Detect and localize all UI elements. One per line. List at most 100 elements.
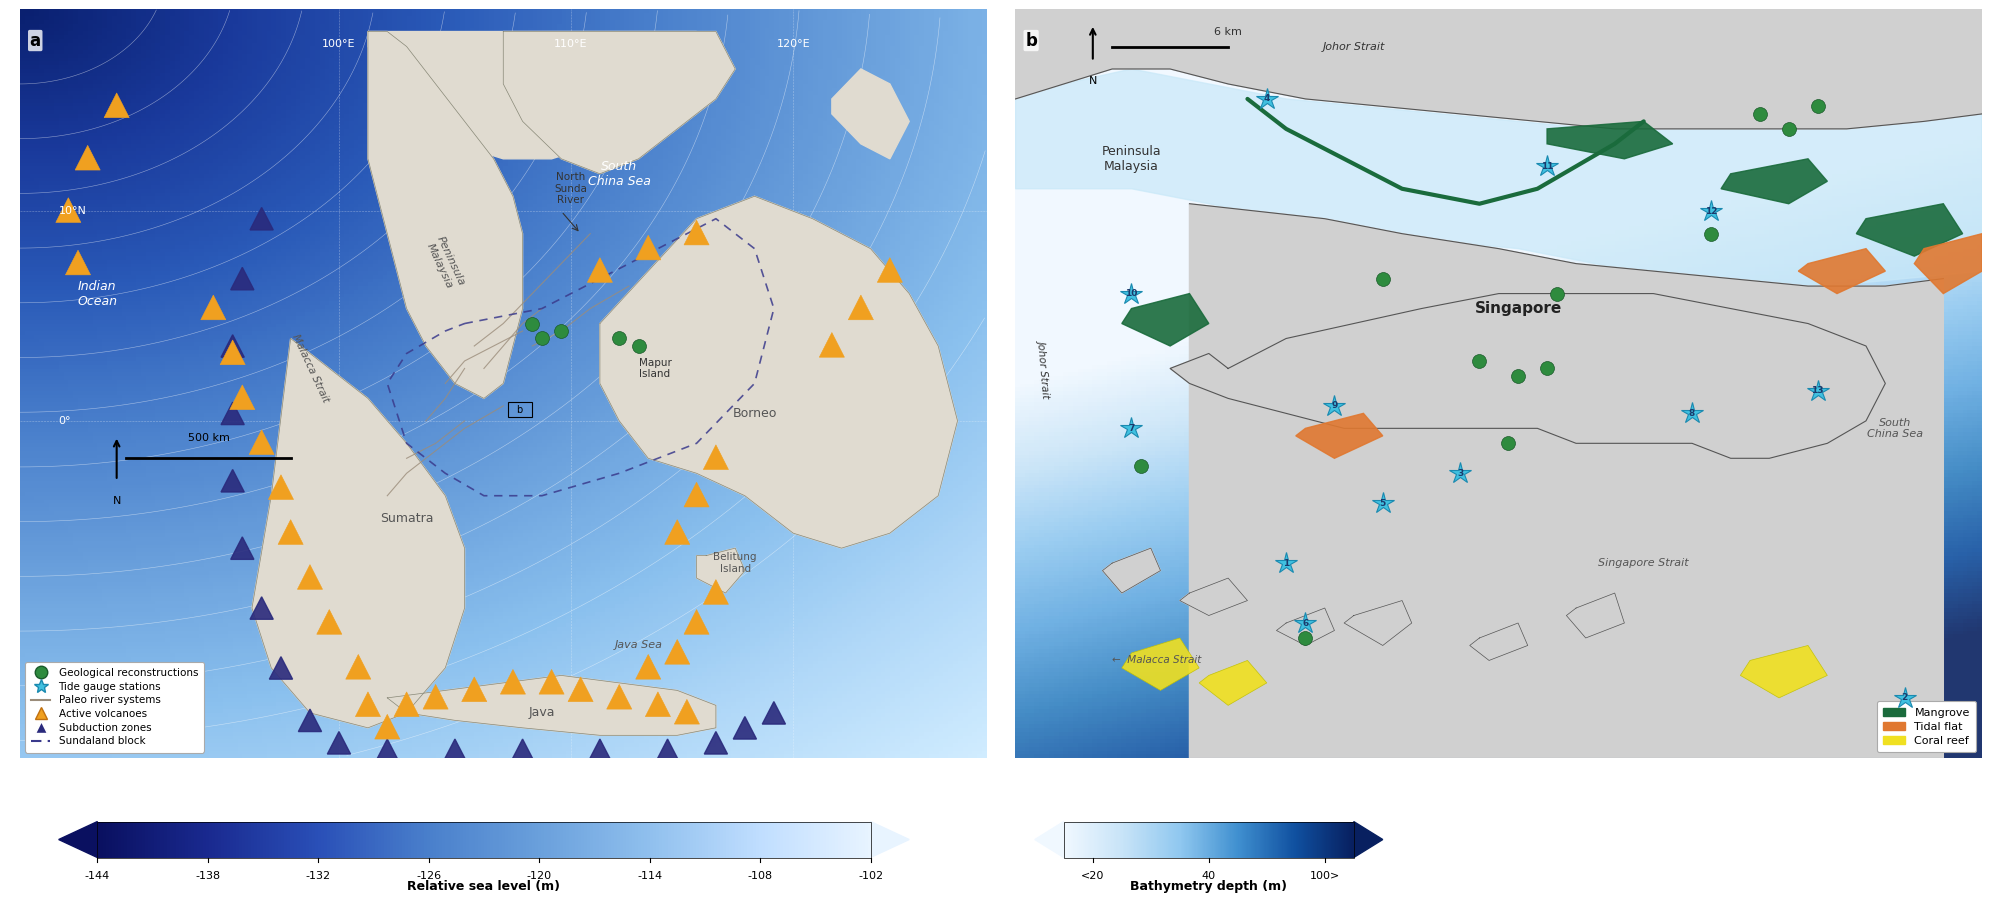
Polygon shape <box>539 669 565 694</box>
Text: a: a <box>30 32 40 50</box>
Text: -126: -126 <box>416 871 440 881</box>
Polygon shape <box>1189 204 1944 757</box>
Text: Relative sea level (m): Relative sea level (m) <box>408 881 561 893</box>
Polygon shape <box>1121 294 1209 346</box>
Polygon shape <box>346 655 370 679</box>
Polygon shape <box>705 732 727 754</box>
Polygon shape <box>645 692 671 717</box>
Bar <box>98 822 871 857</box>
Text: <20: <20 <box>1081 871 1105 881</box>
Polygon shape <box>703 444 729 470</box>
Polygon shape <box>368 32 697 159</box>
Text: 40: 40 <box>1201 871 1215 881</box>
Polygon shape <box>376 739 398 762</box>
Text: -138: -138 <box>196 871 220 881</box>
Text: Bathymetry depth (m): Bathymetry depth (m) <box>1131 881 1287 893</box>
Text: South
China Sea: South China Sea <box>1868 417 1924 439</box>
Polygon shape <box>1169 294 1886 458</box>
Polygon shape <box>386 676 717 736</box>
Polygon shape <box>763 702 785 724</box>
Text: Singapore: Singapore <box>1473 301 1562 316</box>
Polygon shape <box>601 196 957 548</box>
Polygon shape <box>685 483 709 507</box>
Polygon shape <box>394 692 418 717</box>
Polygon shape <box>298 709 322 732</box>
Polygon shape <box>637 655 661 679</box>
Text: -120: -120 <box>527 871 553 881</box>
Polygon shape <box>220 340 244 365</box>
Polygon shape <box>368 32 523 398</box>
Polygon shape <box>250 597 272 619</box>
Text: 7: 7 <box>1129 424 1135 433</box>
Text: -144: -144 <box>84 871 110 881</box>
Polygon shape <box>1353 822 1383 857</box>
Polygon shape <box>1914 234 1982 294</box>
Text: b: b <box>517 405 523 414</box>
Text: 9: 9 <box>1331 402 1337 410</box>
Text: -108: -108 <box>747 871 773 881</box>
Text: 6: 6 <box>1303 619 1309 628</box>
Text: ←  Malacca Strait: ← Malacca Strait <box>1113 656 1201 666</box>
Text: -102: -102 <box>859 871 883 881</box>
Polygon shape <box>511 739 535 762</box>
Text: 100>: 100> <box>1309 871 1339 881</box>
Polygon shape <box>230 268 254 290</box>
Text: Johor Strait: Johor Strait <box>1323 42 1385 52</box>
Polygon shape <box>268 474 294 500</box>
Text: 120°E: 120°E <box>777 39 811 49</box>
Polygon shape <box>1179 578 1247 616</box>
Text: 8: 8 <box>1690 409 1696 418</box>
Polygon shape <box>356 692 380 717</box>
Polygon shape <box>462 677 486 702</box>
Polygon shape <box>1277 608 1335 646</box>
Polygon shape <box>76 145 100 170</box>
Polygon shape <box>503 32 735 174</box>
Text: Belitung
Island: Belitung Island <box>713 552 757 574</box>
Legend: Mangrove, Tidal flat, Coral reef: Mangrove, Tidal flat, Coral reef <box>1876 701 1976 752</box>
Polygon shape <box>200 295 226 320</box>
Text: 11: 11 <box>1542 161 1554 171</box>
Polygon shape <box>833 69 909 159</box>
Text: N: N <box>1089 76 1097 86</box>
Polygon shape <box>220 402 244 424</box>
Text: 6 km: 6 km <box>1213 26 1241 36</box>
Polygon shape <box>1469 623 1528 660</box>
Text: 3: 3 <box>1457 469 1463 478</box>
Text: 500 km: 500 km <box>188 434 230 444</box>
Polygon shape <box>1295 414 1383 458</box>
Polygon shape <box>316 610 342 634</box>
Polygon shape <box>1015 69 1982 286</box>
Polygon shape <box>665 639 691 664</box>
Polygon shape <box>587 258 613 282</box>
Polygon shape <box>1015 9 1982 129</box>
Polygon shape <box>56 198 80 222</box>
Polygon shape <box>1856 204 1962 256</box>
Text: Singapore Strait: Singapore Strait <box>1598 558 1690 568</box>
Polygon shape <box>665 520 691 544</box>
Polygon shape <box>675 699 699 724</box>
Text: 100°E: 100°E <box>322 39 356 49</box>
Text: 110°E: 110°E <box>555 39 589 49</box>
Polygon shape <box>422 685 448 709</box>
Text: Johor Strait: Johor Strait <box>1037 339 1051 398</box>
Text: Java: Java <box>529 707 555 719</box>
Polygon shape <box>849 295 873 320</box>
Polygon shape <box>248 430 274 454</box>
Polygon shape <box>637 235 661 260</box>
Polygon shape <box>1740 646 1828 697</box>
Text: Malacca Strait: Malacca Strait <box>290 333 330 405</box>
Text: Mapur
Island: Mapur Island <box>639 357 671 379</box>
Polygon shape <box>871 822 909 857</box>
Polygon shape <box>657 739 679 762</box>
Text: Sumatra: Sumatra <box>380 512 432 524</box>
Polygon shape <box>1103 548 1161 593</box>
Text: North
Sunda
River: North Sunda River <box>555 172 587 205</box>
Polygon shape <box>500 669 525 694</box>
Polygon shape <box>298 564 322 590</box>
Text: Indian
Ocean: Indian Ocean <box>78 279 118 307</box>
Polygon shape <box>374 715 400 739</box>
Polygon shape <box>703 580 729 604</box>
Text: -132: -132 <box>306 871 330 881</box>
Text: 10°N: 10°N <box>58 206 86 216</box>
Text: 5: 5 <box>1379 499 1385 508</box>
